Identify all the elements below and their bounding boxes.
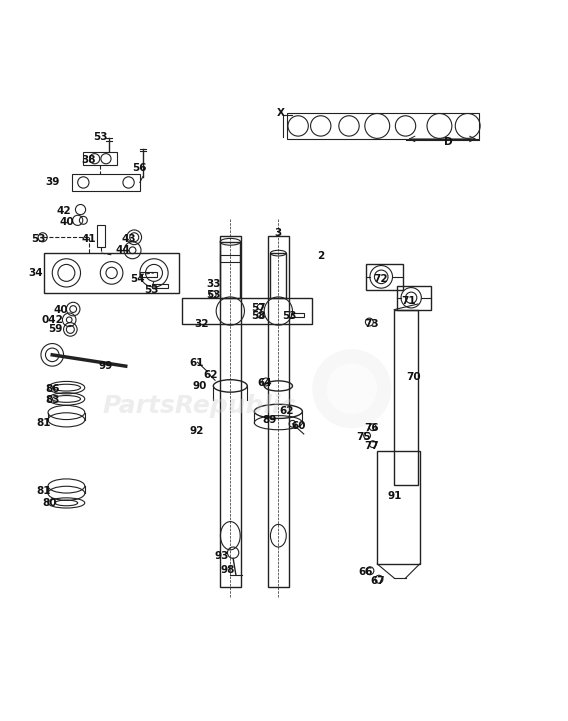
Text: 58: 58	[251, 311, 266, 322]
Text: 92: 92	[189, 426, 203, 436]
Text: 71: 71	[401, 296, 416, 306]
Bar	[220, 242, 240, 298]
Text: 83: 83	[45, 395, 60, 405]
Text: 42: 42	[56, 205, 71, 216]
Text: 38: 38	[82, 155, 96, 165]
Text: 53: 53	[144, 285, 158, 295]
Text: 53: 53	[206, 291, 220, 301]
Text: 81: 81	[36, 485, 51, 495]
Text: 3: 3	[275, 229, 282, 239]
Text: 64: 64	[257, 378, 272, 388]
Text: 86: 86	[45, 384, 60, 394]
Text: 33: 33	[206, 279, 220, 289]
Text: 77: 77	[364, 441, 379, 451]
Text: 93: 93	[215, 551, 229, 560]
Text: 042: 042	[41, 315, 63, 324]
Bar	[270, 253, 286, 298]
Text: 66: 66	[359, 567, 373, 578]
Text: 70: 70	[407, 373, 421, 382]
Bar	[287, 113, 479, 138]
Bar	[140, 272, 157, 277]
Text: 40: 40	[59, 217, 74, 227]
Text: 39: 39	[45, 177, 60, 187]
Text: 40: 40	[53, 305, 68, 314]
Text: 81: 81	[36, 417, 51, 428]
Bar	[366, 265, 403, 290]
Text: 91: 91	[387, 491, 402, 501]
Text: 41: 41	[82, 234, 97, 244]
Bar	[152, 283, 168, 288]
Text: 80: 80	[42, 498, 57, 508]
Text: 44: 44	[115, 245, 130, 255]
Text: 34: 34	[28, 268, 43, 278]
Text: 43: 43	[121, 234, 136, 244]
Text: 98: 98	[220, 565, 235, 575]
Text: 99: 99	[99, 361, 113, 371]
Text: 62: 62	[279, 407, 294, 416]
Bar	[268, 236, 289, 587]
Text: 62: 62	[203, 370, 218, 380]
Text: 75: 75	[356, 432, 370, 442]
Text: 61: 61	[189, 358, 204, 368]
Text: D: D	[444, 137, 452, 147]
Text: 59: 59	[48, 324, 62, 335]
Text: 32: 32	[195, 319, 209, 329]
Text: 57: 57	[251, 303, 266, 313]
Text: 90: 90	[192, 381, 206, 391]
Bar	[72, 174, 140, 191]
Text: 76: 76	[364, 423, 379, 433]
Text: 2: 2	[317, 251, 324, 261]
Text: PartsRepublic: PartsRepublic	[102, 394, 296, 417]
Text: 89: 89	[262, 415, 277, 425]
Bar	[44, 253, 179, 293]
Text: X: X	[277, 108, 285, 118]
Text: 54: 54	[130, 273, 144, 283]
Text: 53: 53	[282, 311, 297, 322]
Text: 53: 53	[31, 234, 45, 244]
Bar	[98, 225, 106, 247]
Bar	[182, 298, 312, 324]
Text: 60: 60	[291, 420, 306, 430]
Text: 72: 72	[373, 273, 387, 283]
Text: 56: 56	[132, 164, 147, 173]
Text: 53: 53	[93, 132, 107, 142]
Circle shape	[327, 363, 377, 414]
Text: 67: 67	[370, 576, 385, 586]
Bar	[291, 313, 304, 317]
Bar	[397, 286, 431, 309]
Bar	[377, 451, 420, 564]
Bar	[220, 255, 240, 262]
Bar	[83, 152, 117, 166]
Circle shape	[312, 349, 391, 428]
Bar	[220, 236, 241, 587]
Text: 73: 73	[364, 319, 379, 329]
Bar	[394, 309, 418, 485]
